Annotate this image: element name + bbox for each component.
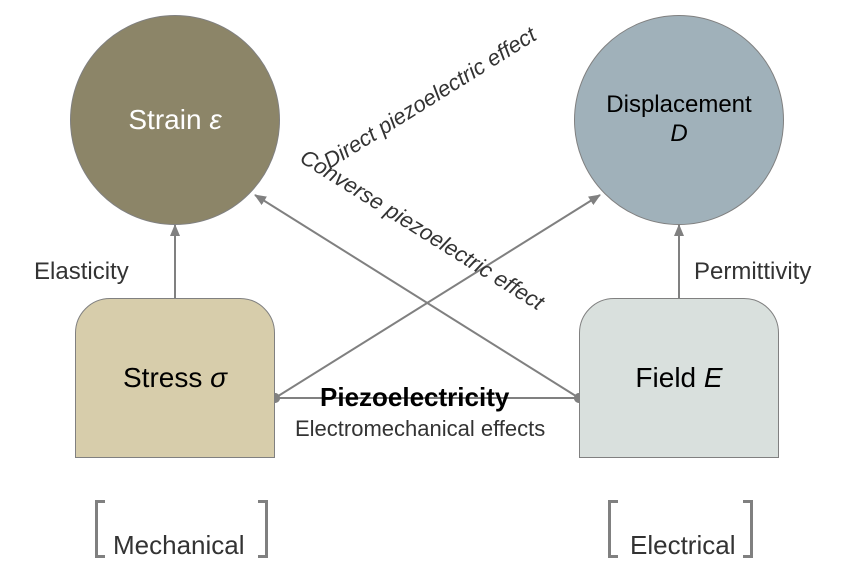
stress-label: Stress σ (123, 362, 227, 394)
displacement-symbol: D (670, 120, 687, 149)
field-symbol: E (704, 362, 723, 393)
node-field: Field E (579, 298, 779, 458)
strain-symbol: ε (209, 104, 221, 135)
stress-symbol: σ (210, 362, 227, 393)
node-stress: Stress σ (75, 298, 275, 458)
label-electrical: Electrical (630, 530, 735, 561)
label-piezoelectricity: Piezoelectricity (320, 382, 509, 413)
strain-label: Strain ε (128, 104, 221, 136)
label-direct-effect: Direct piezoelectric effect (319, 22, 541, 174)
stress-text: Stress (123, 362, 210, 393)
label-electromechanical: Electromechanical effects (295, 416, 545, 442)
field-label: Field E (635, 362, 722, 394)
field-text: Field (635, 362, 703, 393)
label-converse-effect: Converse piezoelectric effect (295, 144, 548, 316)
label-permittivity: Permittivity (694, 258, 811, 286)
strain-text: Strain (128, 104, 209, 135)
node-strain: Strain ε (70, 15, 280, 225)
displacement-text: Displacement (606, 91, 751, 120)
label-elasticity: Elasticity (34, 258, 129, 286)
node-displacement: Displacement D (574, 15, 784, 225)
label-mechanical: Mechanical (113, 530, 245, 561)
